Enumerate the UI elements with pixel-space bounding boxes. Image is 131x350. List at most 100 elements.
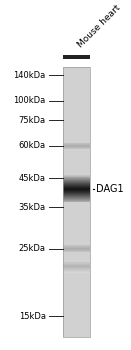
FancyBboxPatch shape <box>63 200 90 201</box>
FancyBboxPatch shape <box>63 268 90 270</box>
FancyBboxPatch shape <box>63 142 90 144</box>
FancyBboxPatch shape <box>63 104 90 105</box>
FancyBboxPatch shape <box>63 184 90 185</box>
FancyBboxPatch shape <box>63 84 90 85</box>
FancyBboxPatch shape <box>63 187 90 188</box>
FancyBboxPatch shape <box>63 308 90 309</box>
FancyBboxPatch shape <box>63 238 90 239</box>
FancyBboxPatch shape <box>63 188 90 190</box>
FancyBboxPatch shape <box>63 305 90 307</box>
FancyBboxPatch shape <box>63 197 90 198</box>
FancyBboxPatch shape <box>63 197 90 198</box>
FancyBboxPatch shape <box>63 183 90 184</box>
FancyBboxPatch shape <box>63 319 90 320</box>
FancyBboxPatch shape <box>63 265 90 266</box>
FancyBboxPatch shape <box>63 182 90 183</box>
FancyBboxPatch shape <box>63 152 90 153</box>
Text: 75kDa: 75kDa <box>18 116 46 125</box>
FancyBboxPatch shape <box>63 161 90 163</box>
FancyBboxPatch shape <box>63 146 90 147</box>
FancyBboxPatch shape <box>63 239 90 240</box>
FancyBboxPatch shape <box>63 191 90 192</box>
FancyBboxPatch shape <box>63 267 90 268</box>
FancyBboxPatch shape <box>63 110 90 111</box>
FancyBboxPatch shape <box>63 233 90 235</box>
FancyBboxPatch shape <box>63 296 90 298</box>
FancyBboxPatch shape <box>63 270 90 272</box>
FancyBboxPatch shape <box>63 112 90 113</box>
FancyBboxPatch shape <box>63 91 90 92</box>
FancyBboxPatch shape <box>63 264 90 265</box>
FancyBboxPatch shape <box>63 256 90 257</box>
FancyBboxPatch shape <box>63 311 90 312</box>
FancyBboxPatch shape <box>63 208 90 209</box>
FancyBboxPatch shape <box>63 328 90 329</box>
FancyBboxPatch shape <box>63 245 90 246</box>
FancyBboxPatch shape <box>63 249 90 250</box>
FancyBboxPatch shape <box>63 161 90 162</box>
FancyBboxPatch shape <box>63 264 90 265</box>
FancyBboxPatch shape <box>63 136 90 138</box>
FancyBboxPatch shape <box>63 278 90 280</box>
FancyBboxPatch shape <box>63 137 90 138</box>
FancyBboxPatch shape <box>63 155 90 156</box>
FancyBboxPatch shape <box>63 145 90 146</box>
FancyBboxPatch shape <box>63 113 90 114</box>
FancyBboxPatch shape <box>63 261 90 262</box>
FancyBboxPatch shape <box>63 260 90 261</box>
FancyBboxPatch shape <box>63 144 90 145</box>
FancyBboxPatch shape <box>63 266 90 267</box>
FancyBboxPatch shape <box>63 180 90 181</box>
FancyBboxPatch shape <box>63 146 90 147</box>
FancyBboxPatch shape <box>63 322 90 323</box>
FancyBboxPatch shape <box>63 196 90 197</box>
FancyBboxPatch shape <box>63 245 90 246</box>
FancyBboxPatch shape <box>63 250 90 251</box>
FancyBboxPatch shape <box>63 292 90 293</box>
FancyBboxPatch shape <box>63 251 90 252</box>
FancyBboxPatch shape <box>63 179 90 180</box>
FancyBboxPatch shape <box>63 215 90 217</box>
FancyBboxPatch shape <box>63 247 90 248</box>
FancyBboxPatch shape <box>63 211 90 212</box>
FancyBboxPatch shape <box>63 316 90 317</box>
FancyBboxPatch shape <box>63 164 90 165</box>
FancyBboxPatch shape <box>63 287 90 288</box>
FancyBboxPatch shape <box>63 176 90 177</box>
FancyBboxPatch shape <box>63 132 90 133</box>
FancyBboxPatch shape <box>63 179 90 180</box>
FancyBboxPatch shape <box>63 330 90 331</box>
FancyBboxPatch shape <box>63 177 90 178</box>
FancyBboxPatch shape <box>63 325 90 326</box>
FancyBboxPatch shape <box>63 318 90 319</box>
FancyBboxPatch shape <box>63 68 90 69</box>
FancyBboxPatch shape <box>63 272 90 273</box>
FancyBboxPatch shape <box>63 175 90 176</box>
FancyBboxPatch shape <box>63 87 90 88</box>
FancyBboxPatch shape <box>63 270 90 271</box>
FancyBboxPatch shape <box>63 237 90 238</box>
FancyBboxPatch shape <box>63 75 90 76</box>
FancyBboxPatch shape <box>63 209 90 210</box>
FancyBboxPatch shape <box>63 145 90 146</box>
FancyBboxPatch shape <box>63 179 90 180</box>
FancyBboxPatch shape <box>63 320 90 321</box>
FancyBboxPatch shape <box>63 192 90 193</box>
FancyBboxPatch shape <box>63 108 90 110</box>
FancyBboxPatch shape <box>63 242 90 244</box>
Text: 25kDa: 25kDa <box>19 244 46 253</box>
FancyBboxPatch shape <box>63 252 90 253</box>
FancyBboxPatch shape <box>63 331 90 332</box>
FancyBboxPatch shape <box>63 190 90 191</box>
FancyBboxPatch shape <box>63 282 90 283</box>
FancyBboxPatch shape <box>63 187 90 188</box>
FancyBboxPatch shape <box>63 288 90 289</box>
FancyBboxPatch shape <box>63 240 90 242</box>
FancyBboxPatch shape <box>63 121 90 122</box>
FancyBboxPatch shape <box>63 301 90 302</box>
FancyBboxPatch shape <box>63 160 90 161</box>
FancyBboxPatch shape <box>63 269 90 270</box>
FancyBboxPatch shape <box>63 269 90 270</box>
FancyBboxPatch shape <box>63 182 90 183</box>
FancyBboxPatch shape <box>63 225 90 226</box>
